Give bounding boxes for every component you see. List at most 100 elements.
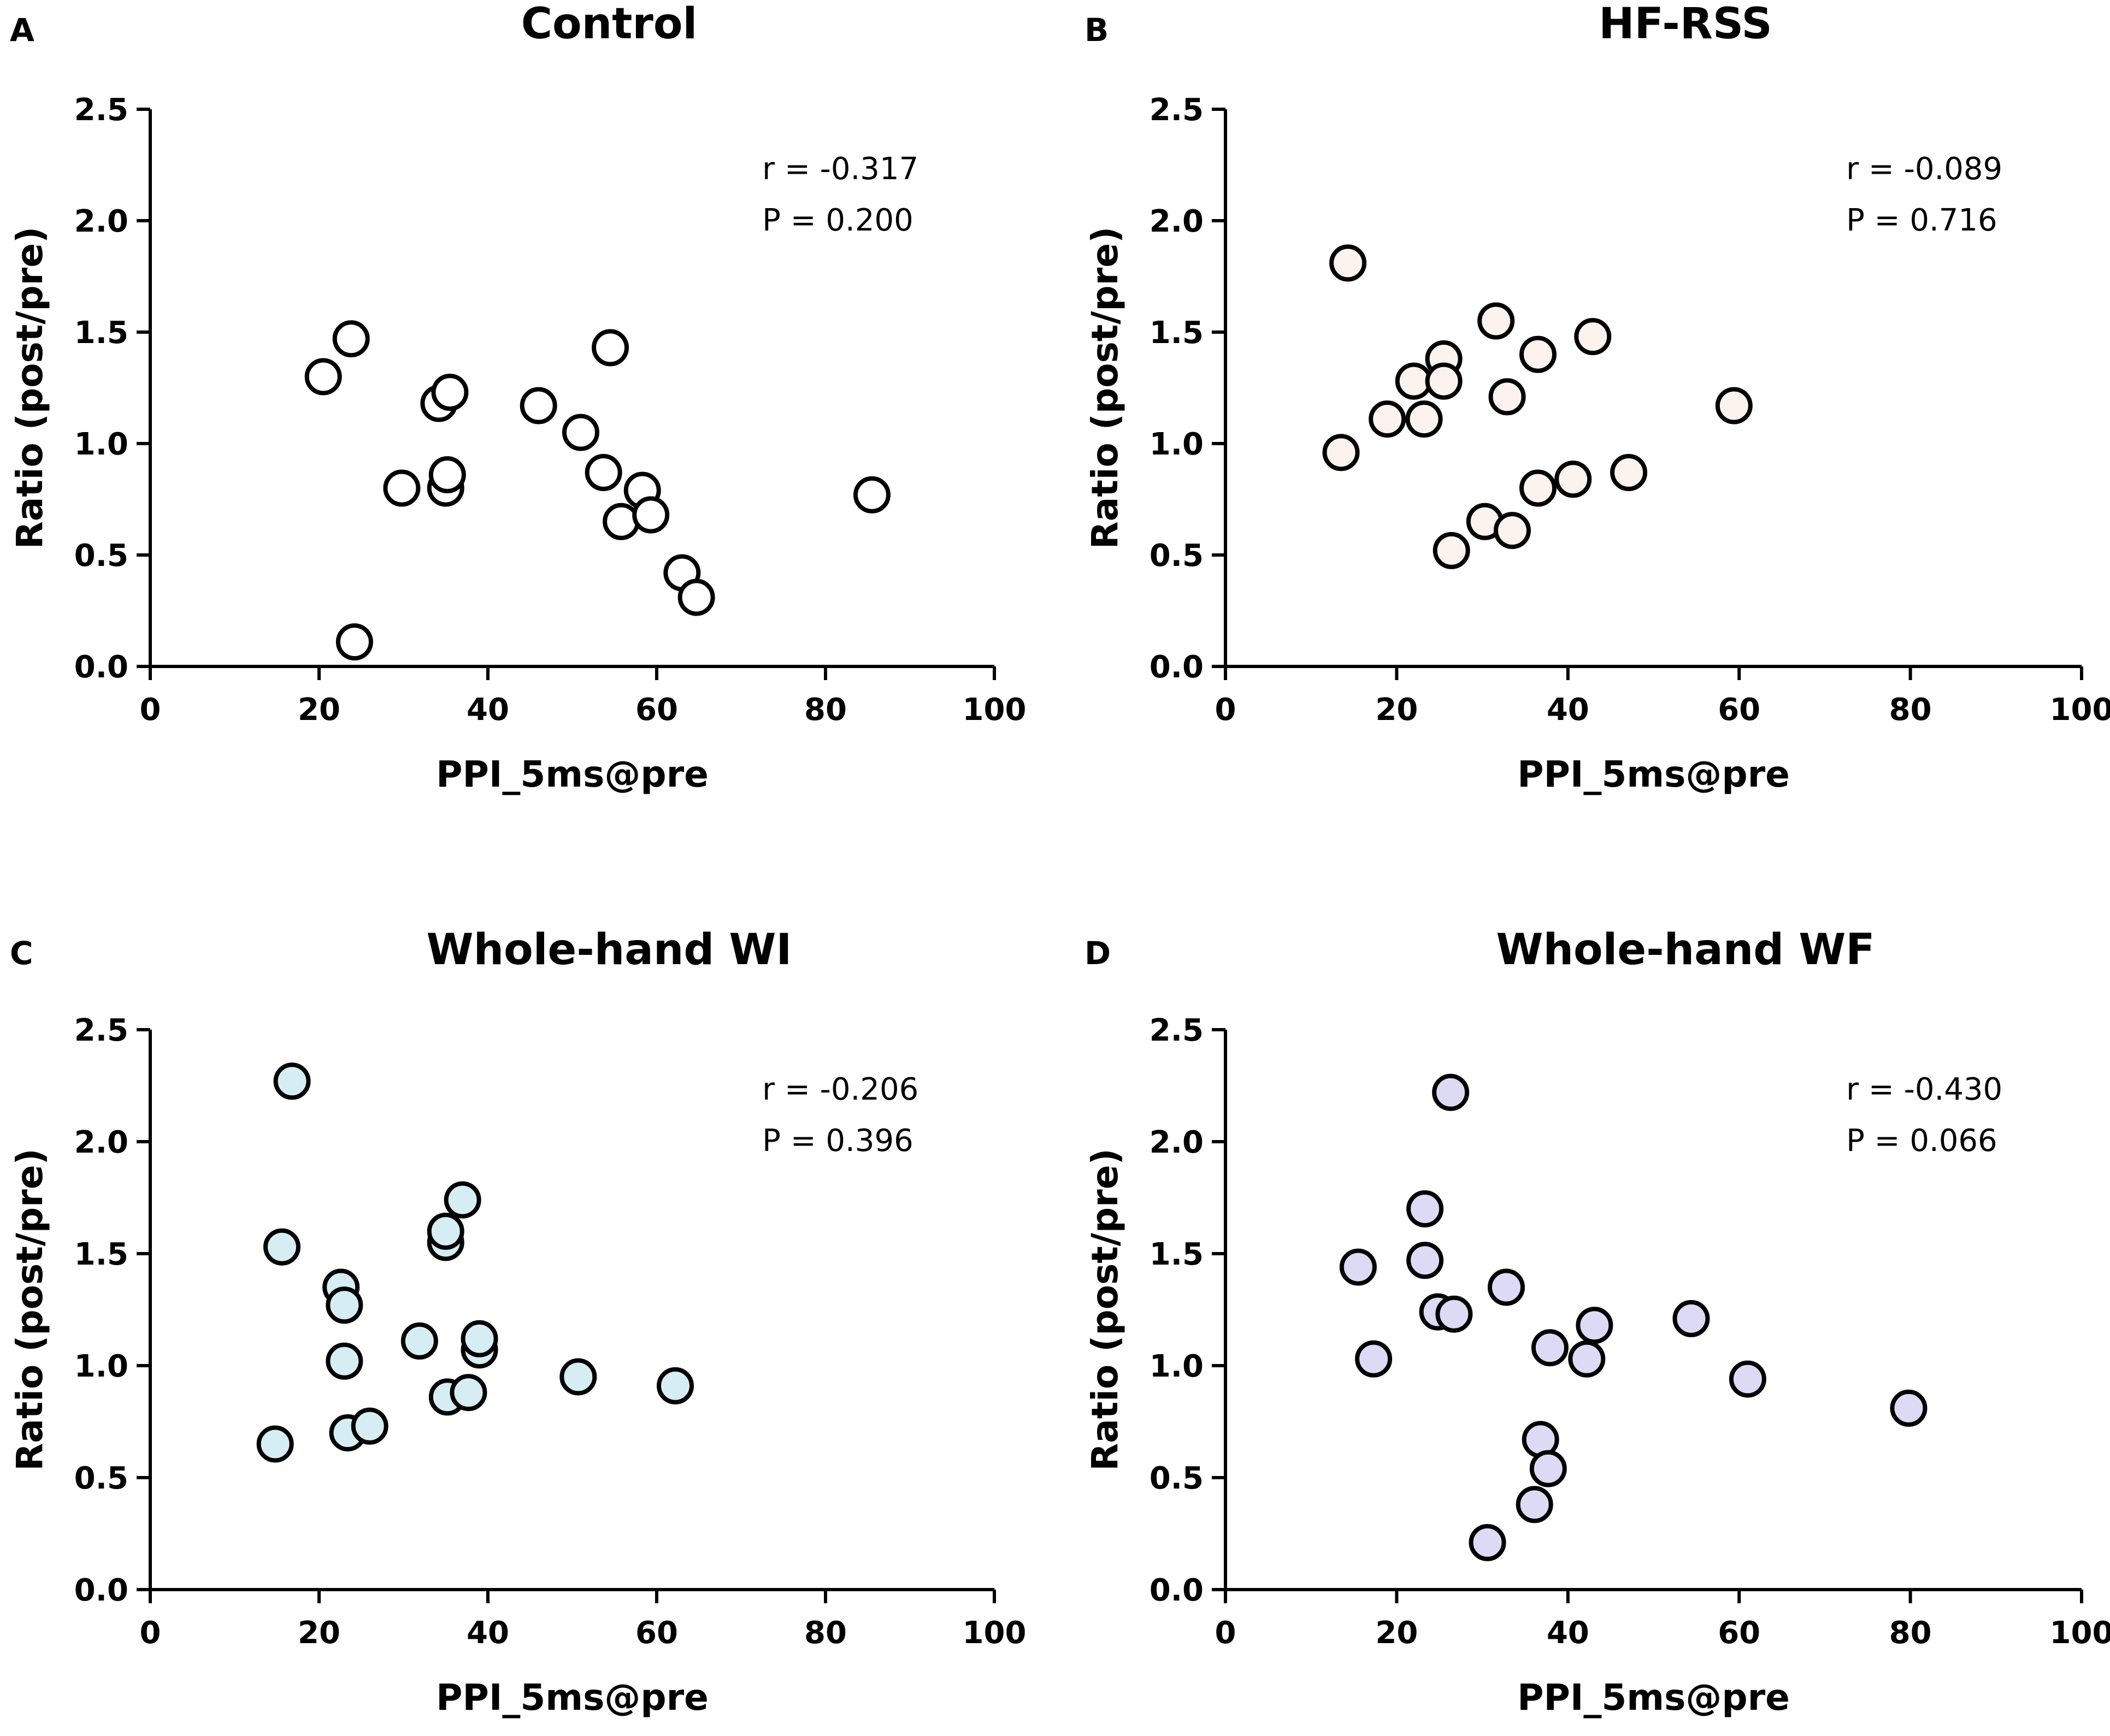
- panel-letter: A: [10, 11, 34, 49]
- data-point: [273, 1062, 311, 1100]
- x-axis-label: PPI_5ms@pre: [1517, 753, 1790, 795]
- y-tick-label: 2.0: [74, 1125, 128, 1160]
- chart-title: HF-RSS: [1599, 0, 1772, 49]
- data-point: [1519, 335, 1557, 373]
- data-point: [444, 1181, 481, 1219]
- data-point: [1610, 454, 1648, 492]
- data-point: [428, 456, 466, 494]
- x-tick-label: 20: [298, 692, 340, 728]
- panel-d: D Whole-hand WF 0 20 40 60 80 100 0.0 0.5 1.0 1.5 2.…: [1084, 925, 2110, 1719]
- data-point: [383, 469, 421, 507]
- data-point: [1435, 1295, 1473, 1333]
- y-tick-label: 1.5: [74, 1237, 128, 1272]
- data-point: [431, 374, 469, 411]
- chart-title: Whole-hand WI: [427, 925, 792, 975]
- y-tick-label: 0.5: [1150, 538, 1204, 574]
- y-axis-label: Ratio (post/pre): [9, 227, 51, 549]
- p-value: P = 0.066: [1846, 1123, 1997, 1159]
- data-point: [1406, 1190, 1444, 1227]
- data-point: [304, 358, 342, 395]
- panel-letter: B: [1085, 11, 1109, 49]
- x-tick-label: 0: [140, 1615, 161, 1651]
- x-tick-label: 100: [963, 1615, 1027, 1651]
- data-point: [592, 329, 629, 367]
- y-tick-label: 2.5: [1150, 92, 1204, 128]
- x-tick-label: 0: [1215, 1615, 1236, 1651]
- x-tick-label: 100: [2050, 1615, 2110, 1651]
- data-point: [1672, 1300, 1710, 1337]
- x-axis-label: PPI_5ms@pre: [436, 1676, 709, 1719]
- data-point: [1487, 1268, 1525, 1306]
- data-point: [1322, 434, 1360, 471]
- data-point: [603, 503, 640, 540]
- y-axis-label: Ratio (post/pre): [1084, 227, 1126, 549]
- y-tick-label: 0.0: [1150, 649, 1204, 685]
- data-point: [1516, 1486, 1553, 1524]
- correlation-r: r = -0.317: [762, 151, 918, 187]
- x-tick-label: 40: [1547, 692, 1589, 728]
- x-tick-label: 20: [1375, 1615, 1418, 1651]
- p-value: P = 0.200: [762, 203, 913, 238]
- y-tick-label: 2.0: [1150, 1125, 1204, 1160]
- x-tick-label: 20: [1375, 692, 1418, 728]
- data-point: [559, 1358, 597, 1396]
- x-tick-label: 80: [1889, 1615, 1932, 1651]
- y-tick-label: 2.5: [1150, 1013, 1204, 1048]
- data-point: [1477, 302, 1515, 340]
- panel-letter: C: [10, 935, 33, 972]
- data-point: [656, 1367, 694, 1404]
- y-tick-label: 2.5: [74, 1013, 128, 1048]
- y-tick-label: 1.5: [1150, 1237, 1204, 1272]
- data-point: [461, 1320, 498, 1357]
- data-point: [1568, 1340, 1606, 1378]
- data-point: [1425, 362, 1463, 400]
- data-point: [1339, 1248, 1377, 1286]
- y-tick-label: 0.5: [74, 538, 128, 574]
- y-axis-label: Ratio (post/pre): [1084, 1148, 1126, 1471]
- y-tick-label: 0.5: [74, 1461, 128, 1496]
- chart-title: Control: [521, 0, 697, 49]
- data-point: [1488, 378, 1526, 416]
- y-tick-label: 0.5: [1150, 1461, 1204, 1496]
- data-point: [450, 1374, 487, 1412]
- panel-b: B HF-RSS 0 20 40 60 80 100 0.0 0.5 1.0 1.5 2.0 2.5 PPI…: [1084, 0, 2110, 795]
- data-point: [332, 320, 370, 358]
- x-tick-label: 40: [467, 1615, 509, 1651]
- data-point: [853, 476, 891, 513]
- x-tick-label: 0: [140, 692, 161, 728]
- data-point: [1469, 1524, 1506, 1561]
- correlation-r: r = -0.206: [762, 1072, 918, 1107]
- x-axis-label: PPI_5ms@pre: [436, 753, 709, 795]
- data-point: [256, 1425, 294, 1463]
- x-tick-label: 60: [635, 1615, 678, 1651]
- y-tick-label: 1.0: [1150, 1349, 1204, 1384]
- data-point: [326, 1342, 363, 1380]
- y-tick-label: 1.0: [1150, 427, 1204, 462]
- data-point: [326, 1286, 363, 1324]
- data-point: [1329, 244, 1367, 282]
- x-tick-label: 100: [2050, 692, 2110, 728]
- y-tick-label: 2.0: [1150, 204, 1204, 239]
- y-tick-label: 1.5: [74, 315, 128, 351]
- data-point: [1554, 460, 1592, 498]
- y-tick-label: 1.0: [74, 1349, 128, 1384]
- data-point: [585, 454, 622, 492]
- correlation-r: r = -0.430: [1846, 1072, 2002, 1107]
- data-point: [400, 1322, 438, 1360]
- data-point: [1355, 1340, 1393, 1378]
- y-tick-label: 2.5: [74, 92, 128, 128]
- x-tick-label: 80: [804, 1615, 847, 1651]
- data-point: [427, 1213, 464, 1250]
- p-value: P = 0.716: [1846, 203, 1997, 238]
- data-point: [1493, 512, 1531, 550]
- x-tick-label: 60: [1718, 692, 1760, 728]
- x-tick-label: 60: [635, 692, 678, 728]
- panel-c: C Whole-hand WI 0 20 40 60 80 100 0.0 0.5 1.0 1.5 2.…: [9, 925, 1026, 1719]
- data-point: [1890, 1389, 1928, 1427]
- data-point: [1405, 400, 1443, 438]
- data-point: [1729, 1360, 1766, 1398]
- x-tick-label: 0: [1215, 692, 1236, 728]
- p-value: P = 0.396: [762, 1123, 913, 1159]
- data-point: [1519, 469, 1557, 507]
